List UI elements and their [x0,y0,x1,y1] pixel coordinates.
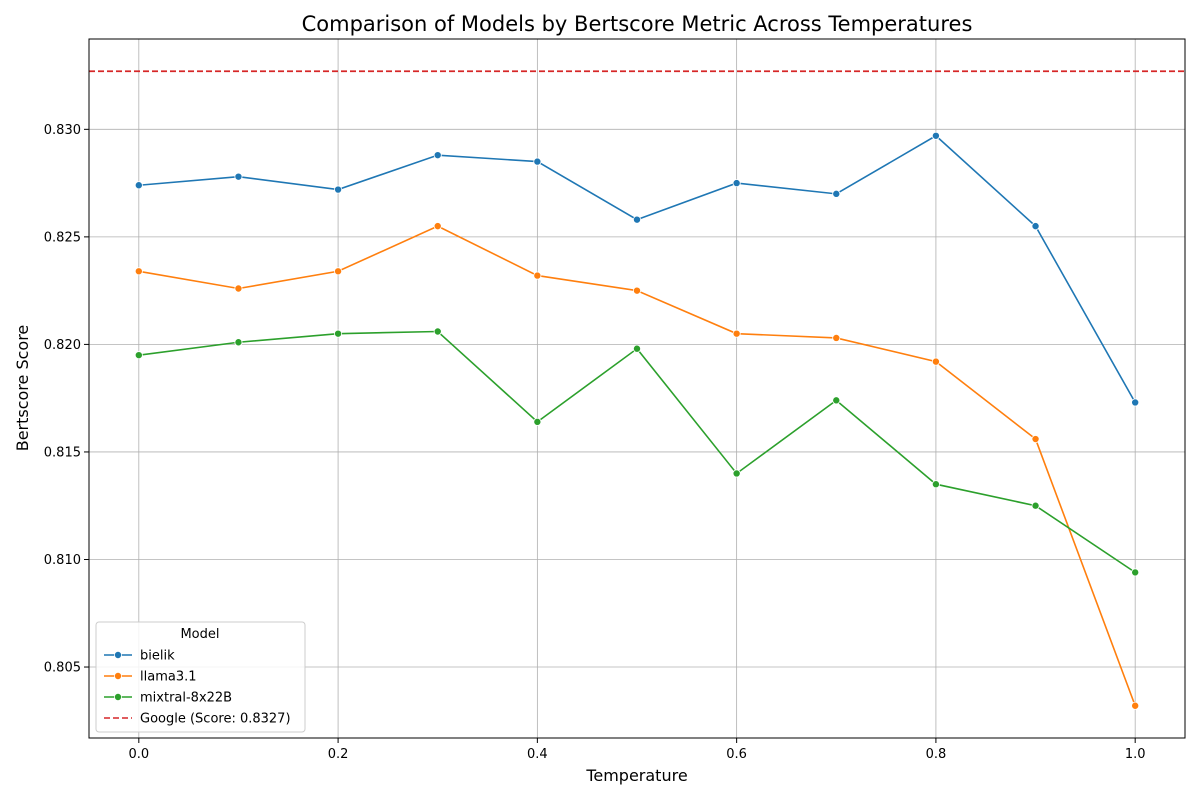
x-tick-label: 0.8 [926,747,947,762]
x-tick-label: 0.2 [328,747,349,762]
data-point [1031,222,1040,231]
data-point [1131,398,1140,407]
data-point [533,157,542,166]
data-point [134,351,143,360]
data-point [931,480,940,489]
chart-title: Comparison of Models by Bertscore Metric… [302,12,973,36]
data-point [832,333,841,342]
legend-label: bielik [140,649,175,664]
legend-label: mixtral-8x22B [140,691,232,706]
legend-label: Google (Score: 0.8327) [140,712,291,727]
data-point [334,267,343,276]
data-point [931,131,940,140]
legend-box [95,621,306,733]
legend-marker [114,672,123,681]
x-tick-label: 0.6 [726,747,747,762]
data-point [234,338,243,347]
data-point [732,469,741,478]
legend-entries: bielik llama3.1 mixtral-8x22B Google (Score… [104,649,291,727]
plot-area [89,70,1185,710]
data-point [234,284,243,293]
series-line-bielik [138,134,1136,403]
data-point [633,286,642,295]
data-point [433,222,442,231]
data-point [234,172,243,181]
legend: Model bielik llama3.1 mixtral-8x22B Google … [95,621,306,733]
data-point [1031,501,1040,510]
y-tick-label: 0.810 [44,553,81,568]
data-point [931,357,940,366]
data-point [1131,568,1140,577]
data-point [433,151,442,160]
data-point [334,185,343,194]
data-point [1131,701,1140,710]
legend-marker [114,651,123,660]
data-point [732,179,741,188]
axes-frame [88,38,1186,739]
data-point [832,189,841,198]
y-tick-label: 0.805 [44,661,81,676]
y-tick-label: 0.815 [44,445,81,460]
legend-label: llama3.1 [140,670,197,685]
x-tick-label: 0.4 [527,747,548,762]
data-point [832,396,841,405]
axis-ticks: 0.0 0.2 0.4 0.6 0.8 1.0 0.805 0.810 0.815 0.820 0.… [44,123,1146,762]
x-tick-label: 0.0 [128,747,149,762]
legend-marker [114,693,123,702]
data-point [633,215,642,224]
y-axis-label: Bertscore Score [13,325,32,452]
y-tick-label: 0.820 [44,338,81,353]
x-tick-label: 1.0 [1125,747,1146,762]
legend-title: Model [180,627,219,642]
data-point [134,267,143,276]
x-axis-label: Temperature [585,766,687,785]
data-point [433,327,442,336]
y-tick-label: 0.830 [44,123,81,138]
data-point [533,417,542,426]
data-point [334,329,343,338]
data-point [1031,435,1040,444]
data-point [633,344,642,353]
data-point [533,271,542,280]
y-tick-label: 0.825 [44,230,81,245]
data-point [134,181,143,190]
data-point [732,329,741,338]
